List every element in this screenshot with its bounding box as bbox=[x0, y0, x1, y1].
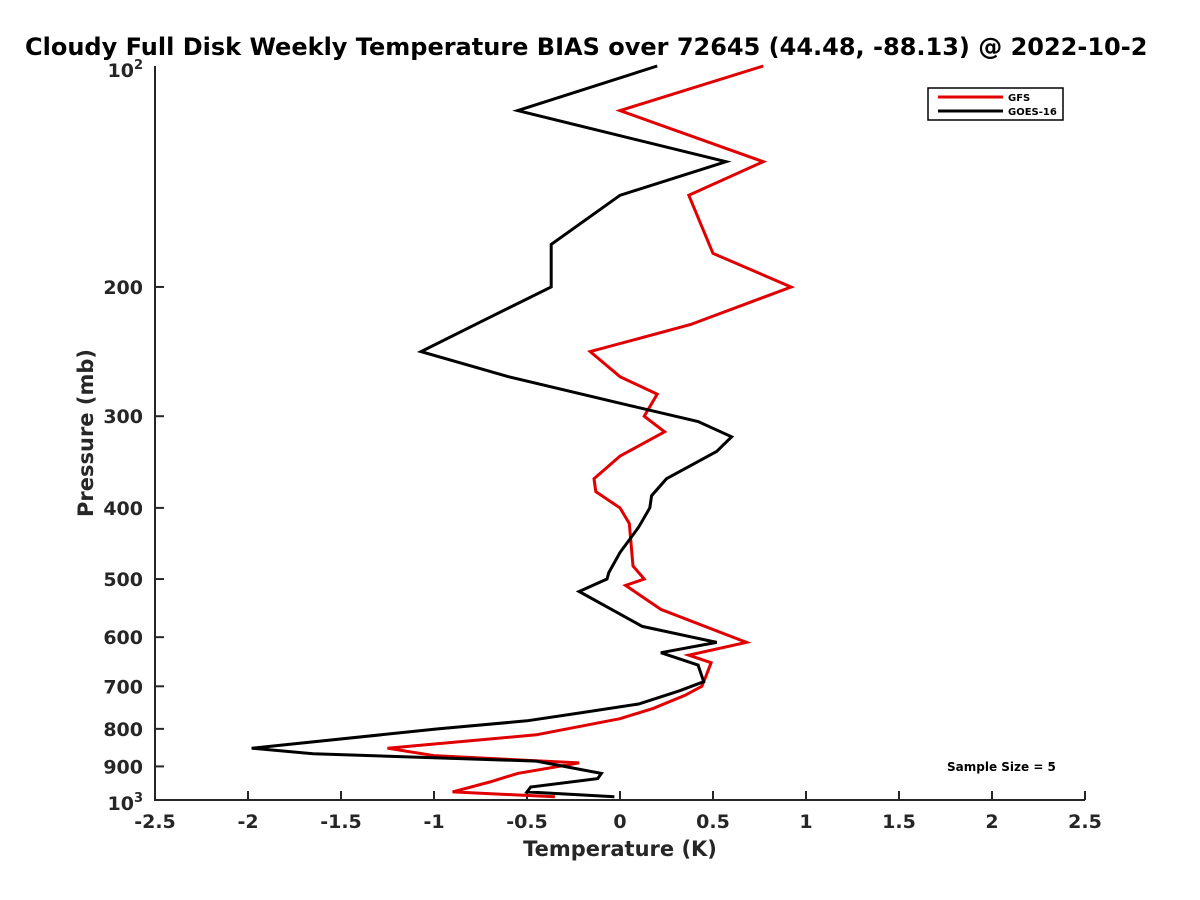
sample-size-annotation: Sample Size = 5 bbox=[947, 760, 1056, 774]
legend-label: GOES-16 bbox=[1008, 107, 1057, 118]
x-tick-label: -1.5 bbox=[320, 811, 362, 833]
x-tick-label: 1 bbox=[799, 811, 812, 833]
x-axis-label: Temperature (K) bbox=[523, 837, 717, 861]
x-tick-label: -2 bbox=[237, 811, 258, 833]
x-tick-label: -2.5 bbox=[134, 811, 176, 833]
x-tick-label: -1 bbox=[423, 811, 444, 833]
axes: -2.5 -2 -1.5 -1 -0.5 0 0.5 1 1.5 2 2.5 200 300 400 500… bbox=[103, 58, 1102, 833]
series-line-gfs bbox=[387, 64, 796, 799]
y-tick-label: 900 bbox=[103, 756, 143, 778]
y-tick-label-bottom: 103 bbox=[108, 791, 144, 815]
y-tick-label: 400 bbox=[103, 498, 143, 520]
y-tick-label: 200 bbox=[103, 277, 143, 299]
y-axis-label: Pressure (mb) bbox=[74, 349, 98, 517]
y-tick-label: 300 bbox=[103, 406, 143, 428]
legend: GFS GOES-16 bbox=[927, 87, 1064, 121]
x-tick-label: 2.5 bbox=[1068, 811, 1102, 833]
legend-box bbox=[927, 87, 1064, 121]
x-tick-label: 0.5 bbox=[696, 811, 730, 833]
x-tick-label: 2 bbox=[985, 811, 998, 833]
y-tick-label: 700 bbox=[103, 676, 143, 698]
y-tick-label: 500 bbox=[103, 569, 143, 591]
chart-title: Cloudy Full Disk Weekly Temperature BIAS… bbox=[25, 33, 1147, 61]
legend-label: GFS bbox=[1008, 93, 1030, 104]
series-layer bbox=[251, 64, 796, 799]
x-tick-label: -0.5 bbox=[506, 811, 548, 833]
x-tick-label: 0 bbox=[613, 811, 626, 833]
x-tick-label: 1.5 bbox=[882, 811, 916, 833]
y-tick-label: 800 bbox=[103, 719, 143, 741]
series-line-goes-16 bbox=[251, 64, 735, 799]
y-tick-label: 600 bbox=[103, 627, 143, 649]
y-tick-label-top: 102 bbox=[108, 58, 144, 82]
